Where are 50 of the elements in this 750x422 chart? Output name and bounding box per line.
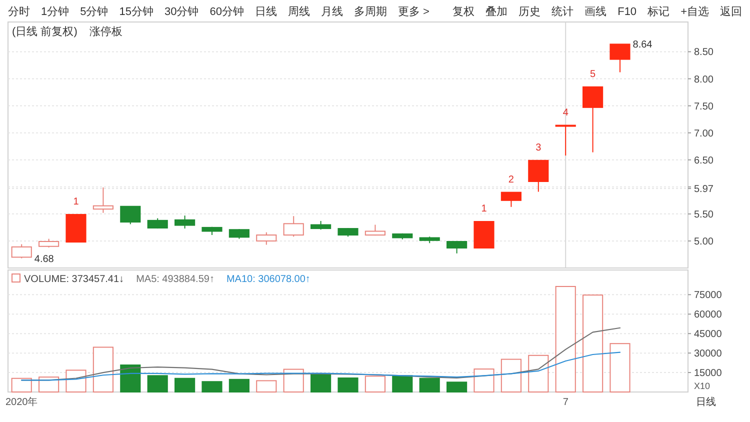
toolbar-item: 标记 bbox=[648, 6, 670, 18]
toolbar-item: 复权 bbox=[452, 6, 475, 18]
value-label: 5 bbox=[590, 68, 596, 80]
annotation: 4.68 bbox=[34, 254, 54, 265]
toolbar-item: 月线 bbox=[321, 6, 343, 18]
toolbar-item: 画线 bbox=[584, 6, 607, 18]
y-tick-label: 8.50 bbox=[694, 47, 714, 58]
annotation: 8.64 bbox=[632, 40, 652, 51]
y-tick-label: 75000 bbox=[694, 290, 722, 302]
toolbar-item: 60分钟 bbox=[210, 6, 244, 18]
toolbar-item: 15分钟 bbox=[119, 6, 154, 18]
y-tick-label: 7.00 bbox=[694, 128, 714, 140]
y-axis-title: X10 bbox=[694, 381, 710, 391]
x-tick-label: 2020年 bbox=[5, 397, 38, 408]
y-tick-label: 60000 bbox=[694, 310, 722, 321]
toolbar-item: 更多 > bbox=[398, 6, 430, 18]
y-tick-label: 30000 bbox=[694, 348, 722, 360]
value-label: 2 bbox=[508, 174, 514, 186]
toolbar-item: 30分钟 bbox=[164, 6, 199, 18]
toolbar-item: 历史 bbox=[518, 6, 541, 18]
y-tick-label: 6.50 bbox=[694, 155, 714, 166]
y-tick-label: 5.00 bbox=[694, 236, 714, 248]
toolbar-item: 1分钟 bbox=[41, 6, 70, 18]
toolbar-item: F10 bbox=[618, 6, 637, 18]
toolbar-item: 叠加 bbox=[486, 6, 508, 18]
toolbar-item: 分时 bbox=[8, 6, 30, 18]
toolbar-item: 周线 bbox=[288, 6, 310, 18]
legend-item: MA5: 493884.59↑ bbox=[136, 274, 214, 285]
toolbar-item: 返回 bbox=[720, 6, 742, 18]
title: (日线 前复权) bbox=[12, 26, 78, 38]
y-tick-label: 8.00 bbox=[694, 74, 714, 86]
value-label: 4 bbox=[562, 107, 568, 118]
toolbar-item: 5分钟 bbox=[80, 6, 108, 18]
y-tick-label: 15000 bbox=[694, 368, 722, 380]
value-label: 3 bbox=[536, 142, 542, 154]
value-label: 1 bbox=[481, 204, 487, 214]
toolbar-item: 统计 bbox=[552, 6, 574, 18]
value-label: 1 bbox=[73, 196, 79, 208]
y-tick-label: 5.97 bbox=[694, 184, 714, 196]
toolbar-item: +自选 bbox=[680, 6, 709, 18]
annotation: 日线 bbox=[696, 397, 716, 408]
x-tick-label: 7 bbox=[562, 397, 568, 408]
subtitle: 涨停板 bbox=[89, 26, 122, 38]
y-tick-label: 45000 bbox=[694, 329, 722, 340]
toolbar-item: 多周期 bbox=[354, 6, 387, 18]
toolbar-item: 日线 bbox=[255, 6, 277, 18]
legend-item: MA10: 306078.00↑ bbox=[226, 274, 310, 285]
y-tick-label: 7.50 bbox=[694, 101, 714, 112]
legend-item: VOLUME: 373457.41↓ bbox=[12, 274, 124, 285]
y-tick-label: 5.50 bbox=[694, 209, 714, 220]
